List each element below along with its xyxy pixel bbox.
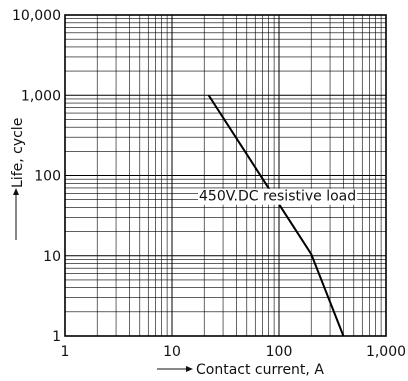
x-tick-label: 1,000 [366, 344, 406, 360]
x-axis-label: Contact current, A [196, 362, 324, 378]
y-tick-label: 1 [52, 329, 61, 345]
annotation-label: 450V.DC resistive load [199, 189, 356, 205]
series-layer [207, 94, 345, 337]
y-axis-title: Life, cycle [10, 118, 26, 240]
x-tick-label: 100 [266, 344, 293, 360]
y-tick-label: 10 [43, 249, 61, 265]
y-tick-label: 100 [34, 169, 61, 185]
life-curve-line [207, 94, 345, 337]
grid-layer [64, 15, 386, 337]
x-tick-label: 10 [163, 344, 181, 360]
plot-border [64, 14, 387, 337]
plot-frame [64, 14, 387, 337]
y-axis-label: Life, cycle [10, 118, 26, 188]
x-axis-title: Contact current, A [157, 362, 324, 378]
y-tick-label: 10,000 [12, 8, 61, 24]
y-tick-label: 1,000 [21, 88, 61, 104]
x-tick-label: 1 [61, 344, 70, 360]
annotation-background [198, 188, 358, 205]
tick-labels: 1 10 100 1,000 1 10 100 1,000 10,000 [12, 8, 406, 360]
